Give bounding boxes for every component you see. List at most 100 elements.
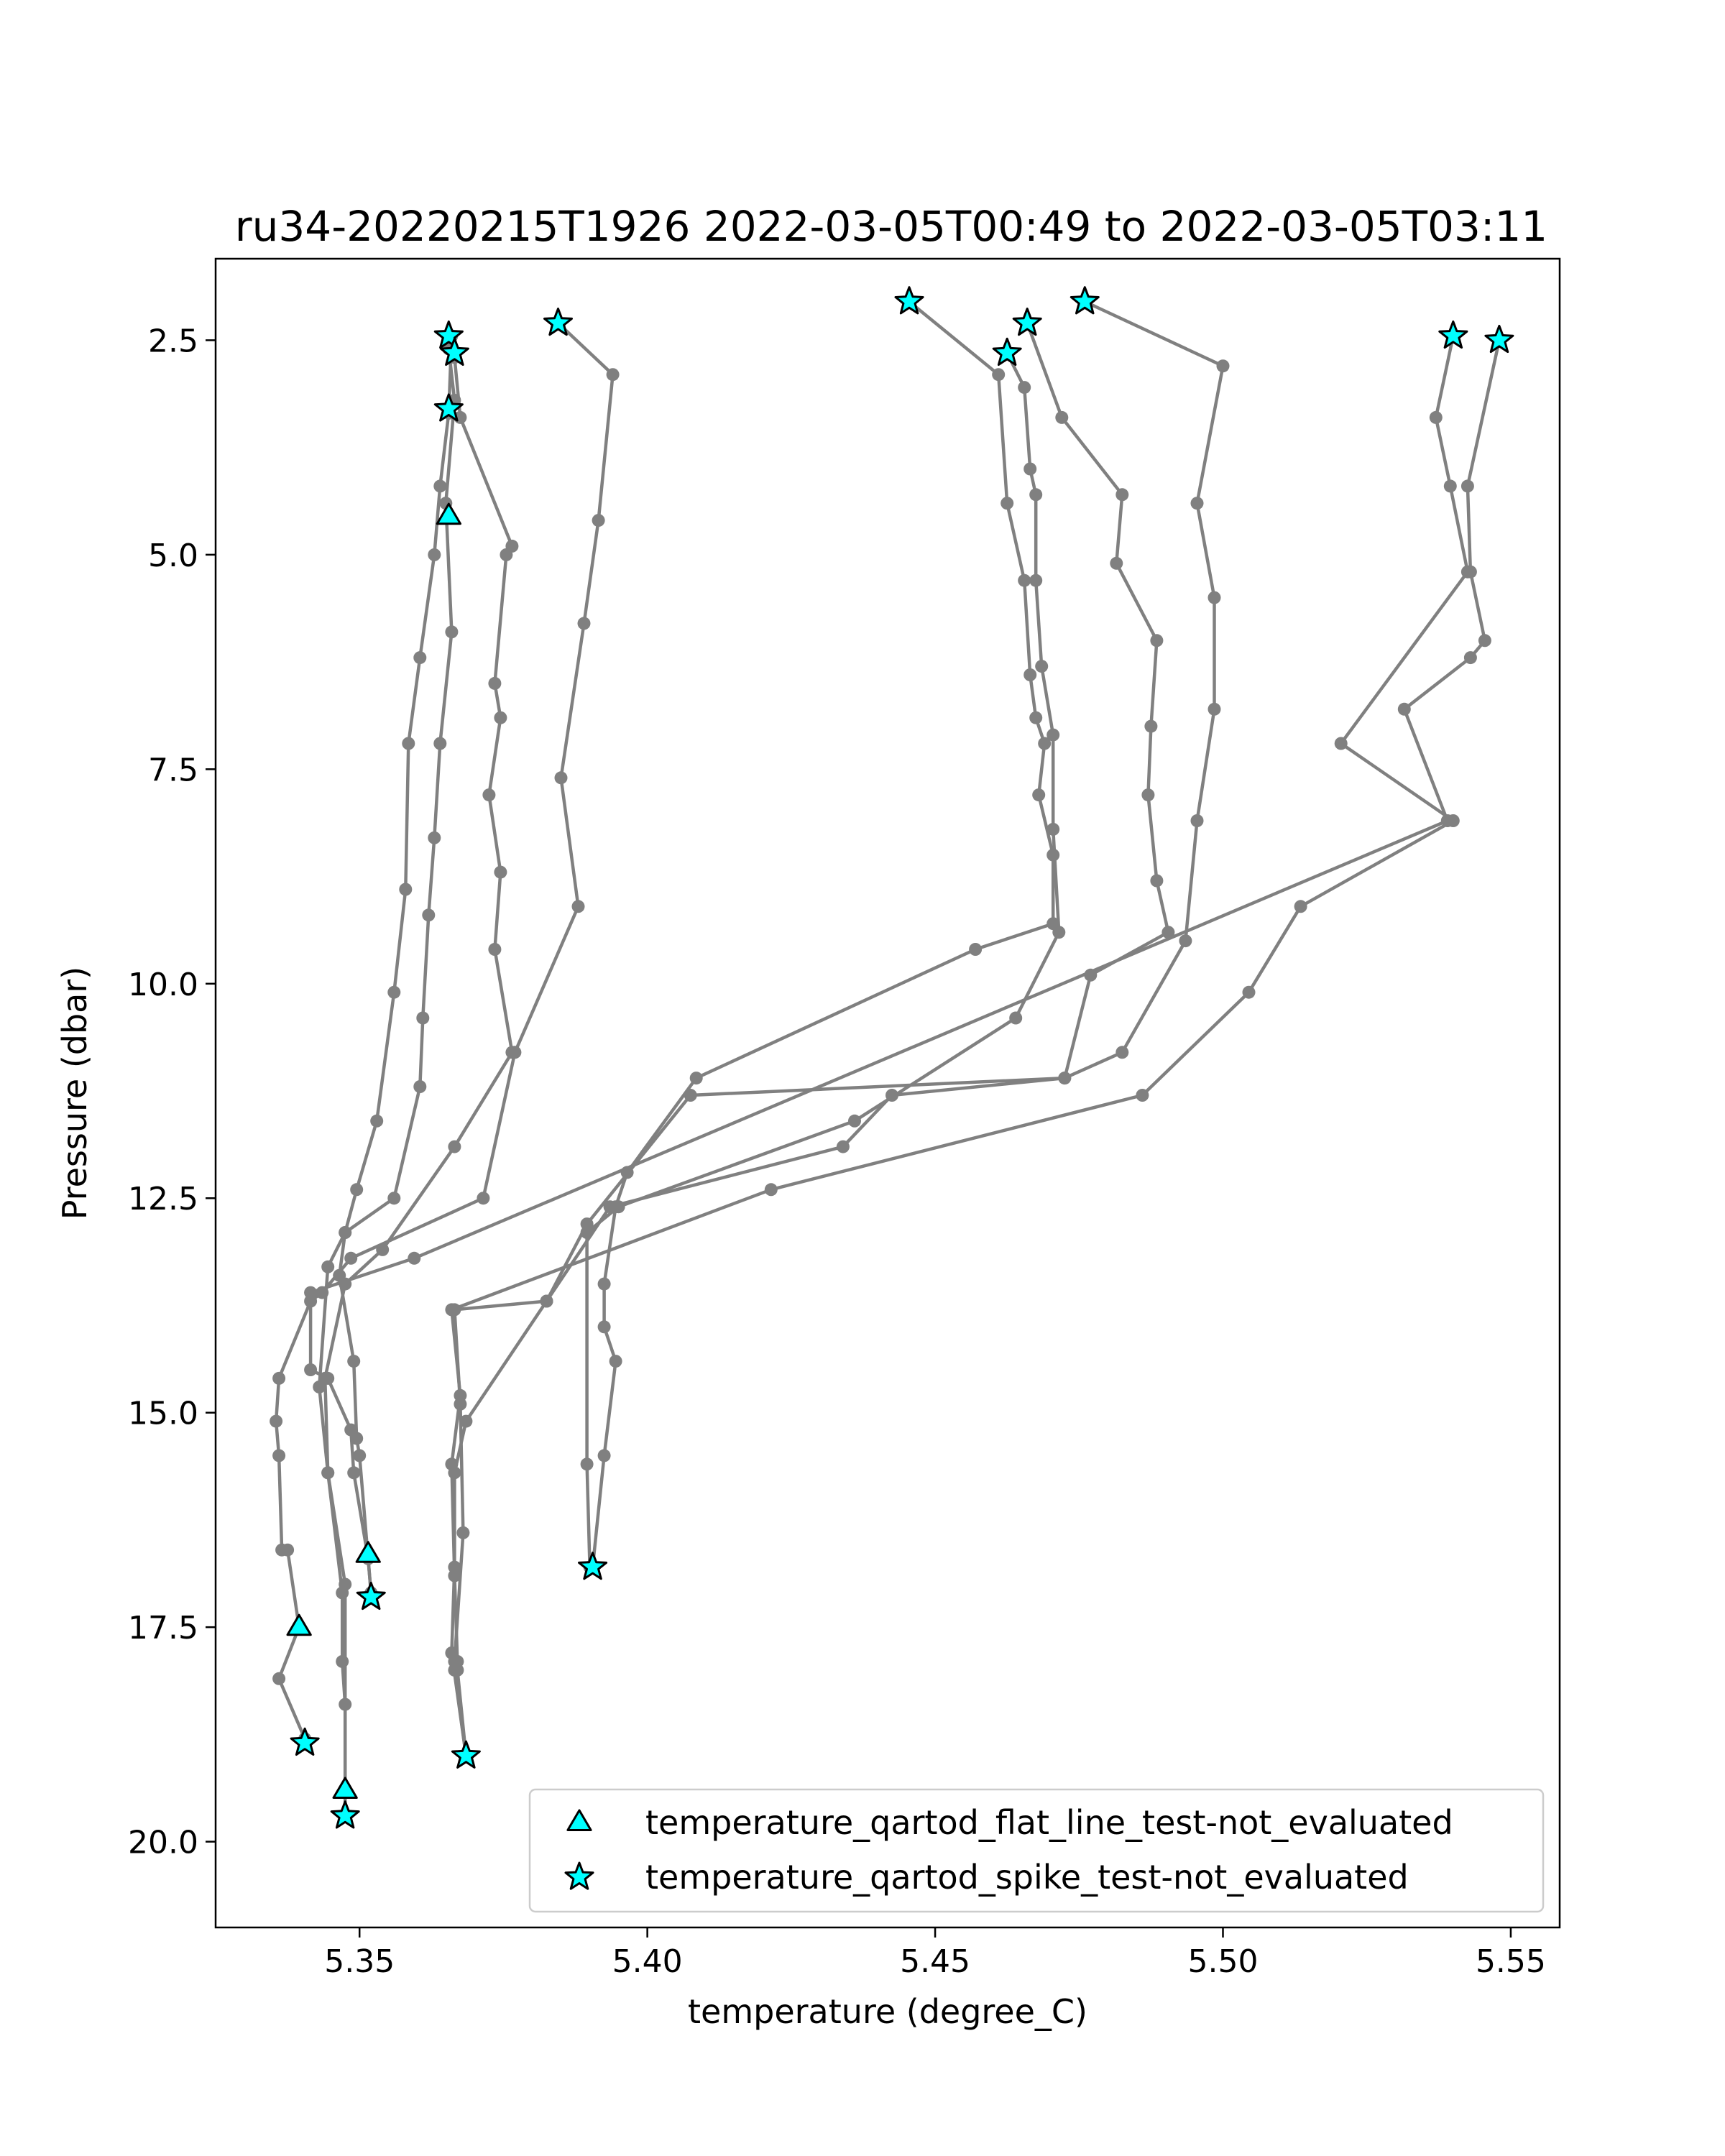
profile-point — [344, 1423, 358, 1437]
profile-point — [1242, 985, 1256, 999]
profile-point — [387, 1192, 401, 1205]
y-tick-label: 7.5 — [148, 752, 198, 788]
profile-point — [339, 1577, 352, 1591]
profile-point — [508, 1046, 522, 1059]
y-tick-label: 12.5 — [128, 1181, 198, 1217]
legend-star-icon — [564, 1861, 594, 1890]
profile-point — [886, 1089, 898, 1102]
profile-point — [350, 1183, 364, 1197]
x-tick-label: 5.50 — [1188, 1943, 1259, 1980]
profile-point — [482, 788, 496, 802]
profile-point — [606, 368, 620, 382]
spike-test-star-marker — [992, 337, 1022, 366]
profile-point — [399, 883, 413, 896]
profile-point — [597, 1449, 611, 1462]
profile-point — [347, 1466, 361, 1480]
profile-point — [500, 548, 513, 561]
profile-point — [494, 711, 507, 724]
profile-point — [448, 1569, 461, 1583]
profiles-layer — [270, 295, 1506, 1823]
profile-point — [684, 1089, 697, 1102]
profile-point — [1460, 565, 1474, 579]
profile-point — [603, 1200, 617, 1214]
profile-point — [580, 1457, 594, 1471]
profile-point — [281, 1543, 295, 1557]
profile-point — [344, 1251, 358, 1265]
profile-point — [1029, 711, 1043, 724]
legend-triangle-icon — [566, 1809, 592, 1831]
profile-point — [413, 651, 427, 665]
spike-test-star-marker — [290, 1727, 320, 1756]
profile-point — [428, 548, 441, 561]
markers-layer — [286, 286, 1514, 1829]
profile-point — [580, 1217, 594, 1231]
chart-title: ru34-20220215T1926 2022-03-05T00:49 to 2… — [235, 202, 1547, 251]
profile-point — [1000, 497, 1014, 510]
profile-point — [836, 1140, 850, 1153]
spike-test-star-marker — [543, 308, 573, 336]
profile-point — [609, 1355, 622, 1368]
x-tick-label: 5.55 — [1476, 1943, 1546, 1980]
profile-point — [459, 1414, 473, 1428]
x-axis-label: temperature (degree_C) — [688, 1992, 1087, 2031]
profile-point — [554, 771, 568, 785]
flat-line-test-triangle-marker — [355, 1541, 381, 1563]
x-tick-label: 5.35 — [324, 1943, 395, 1980]
profile-point — [1150, 634, 1164, 648]
profile-point — [597, 1320, 611, 1334]
profile-point — [304, 1363, 318, 1376]
profile-point — [488, 676, 502, 690]
profile-point — [969, 943, 983, 956]
profile-point — [1024, 668, 1037, 681]
profile-point — [1009, 1011, 1023, 1025]
profile-point — [689, 1072, 703, 1085]
profile-point — [445, 1457, 459, 1471]
profile-point — [413, 1080, 427, 1093]
spike-test-star-marker — [451, 1740, 481, 1769]
profile-point — [387, 985, 401, 999]
spike-test-star-marker — [439, 337, 469, 366]
profile-point — [1035, 660, 1049, 673]
profile-point — [1216, 359, 1230, 373]
profile-line — [450, 300, 1225, 1756]
profile-point — [1046, 728, 1060, 742]
x-tick-label: 5.40 — [612, 1943, 683, 1980]
y-tick-label: 2.5 — [148, 323, 198, 359]
spike-test-star-marker — [1012, 308, 1042, 336]
profile-point — [456, 1526, 470, 1539]
profile-point — [597, 1277, 611, 1291]
profile-point — [1024, 462, 1037, 476]
profile-point — [992, 368, 1006, 382]
profile-point — [1144, 719, 1158, 733]
y-axis-label: Pressure (dbar) — [55, 967, 94, 1220]
plot-area-frame — [214, 257, 1561, 1929]
profile-point — [272, 1449, 286, 1462]
profile-point — [1397, 702, 1411, 716]
profile-point — [577, 617, 591, 630]
spike-test-star-marker — [433, 393, 464, 422]
y-tick-label: 10.0 — [128, 967, 198, 1003]
profile-point — [764, 1183, 778, 1197]
legend-label: temperature_qartod_spike_test-not_evalua… — [645, 1858, 1409, 1897]
profile-point — [1429, 410, 1443, 424]
profile-point — [571, 900, 585, 913]
profile-point — [445, 1303, 459, 1317]
profile-point — [321, 1466, 335, 1480]
profile-point — [1150, 874, 1164, 888]
profile-point — [1018, 381, 1031, 395]
profile-point — [494, 865, 507, 879]
spike-test-star-marker — [1484, 324, 1514, 354]
profile-point — [1018, 573, 1031, 587]
profile-point — [1190, 497, 1204, 510]
y-tick-label: 5.0 — [148, 538, 198, 574]
spike-test-star-marker — [356, 1581, 386, 1611]
x-tick-label: 5.45 — [900, 1943, 970, 1980]
profile-point — [1052, 926, 1066, 939]
profile-point — [448, 1140, 461, 1153]
profile-point — [353, 1449, 367, 1462]
profile-line — [317, 349, 456, 1816]
flat-line-test-triangle-marker — [286, 1613, 312, 1636]
profile-point — [433, 479, 447, 493]
profile-point — [848, 1114, 861, 1128]
profile-point — [416, 1011, 430, 1025]
